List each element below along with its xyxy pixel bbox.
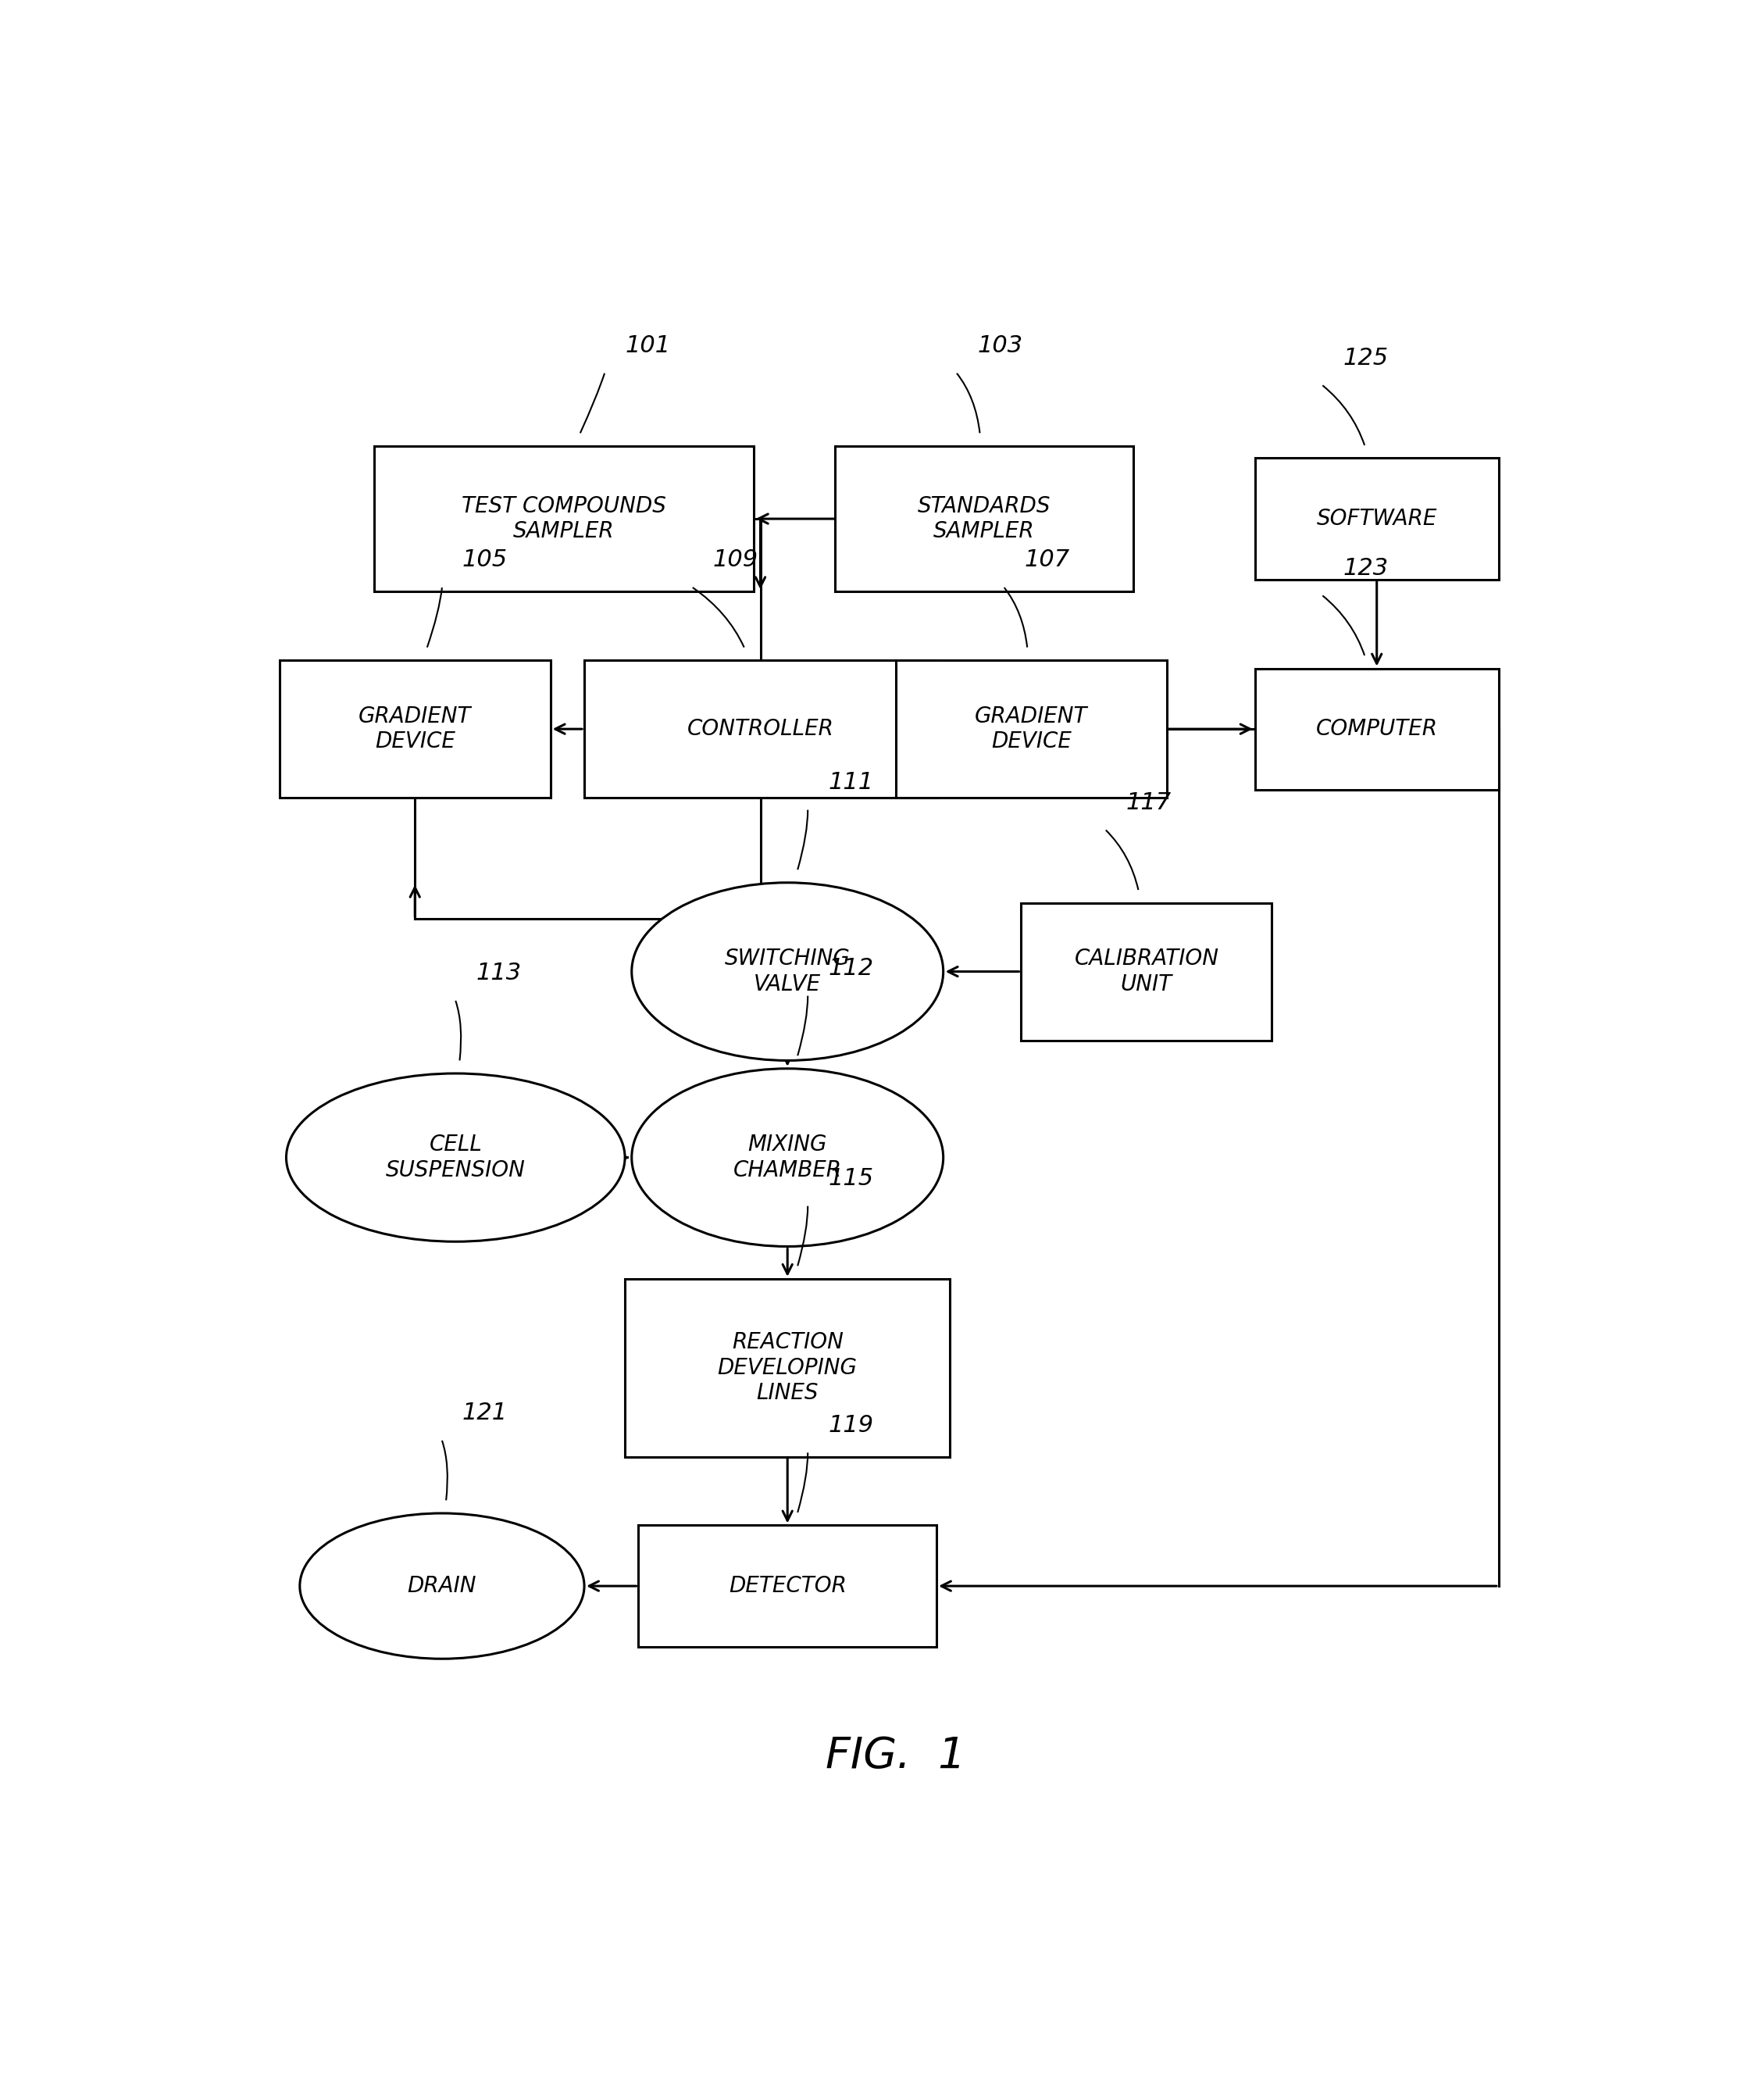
Text: 119: 119 bbox=[829, 1413, 874, 1436]
FancyBboxPatch shape bbox=[584, 659, 937, 798]
Text: 109: 109 bbox=[713, 548, 759, 571]
Text: 111: 111 bbox=[829, 771, 874, 794]
Text: DETECTOR: DETECTOR bbox=[729, 1575, 846, 1596]
Text: 123: 123 bbox=[1342, 556, 1388, 580]
FancyBboxPatch shape bbox=[638, 1525, 937, 1646]
Text: 107: 107 bbox=[1024, 548, 1070, 571]
Ellipse shape bbox=[287, 1073, 626, 1241]
Text: CELL
SUSPENSION: CELL SUSPENSION bbox=[386, 1134, 526, 1180]
FancyBboxPatch shape bbox=[1021, 903, 1273, 1040]
Text: 112: 112 bbox=[829, 958, 874, 979]
Text: CALIBRATION
UNIT: CALIBRATION UNIT bbox=[1075, 947, 1218, 995]
Text: CONTROLLER: CONTROLLER bbox=[687, 718, 834, 739]
Text: 125: 125 bbox=[1342, 347, 1388, 370]
Text: GRADIENT
DEVICE: GRADIENT DEVICE bbox=[358, 706, 472, 752]
FancyBboxPatch shape bbox=[280, 659, 551, 798]
FancyBboxPatch shape bbox=[1255, 458, 1498, 580]
Text: MIXING
CHAMBER: MIXING CHAMBER bbox=[732, 1134, 843, 1180]
FancyBboxPatch shape bbox=[836, 445, 1133, 592]
Text: 105: 105 bbox=[461, 548, 507, 571]
Ellipse shape bbox=[631, 882, 944, 1060]
Text: SOFTWARE: SOFTWARE bbox=[1316, 508, 1437, 529]
Ellipse shape bbox=[301, 1514, 584, 1659]
Text: DRAIN: DRAIN bbox=[407, 1575, 477, 1596]
Text: SWITCHING
VALVE: SWITCHING VALVE bbox=[725, 947, 850, 995]
Text: 101: 101 bbox=[626, 334, 669, 357]
FancyBboxPatch shape bbox=[626, 1279, 951, 1457]
Text: 103: 103 bbox=[977, 334, 1023, 357]
Text: REACTION
DEVELOPING
LINES: REACTION DEVELOPING LINES bbox=[718, 1331, 857, 1405]
FancyBboxPatch shape bbox=[374, 445, 753, 592]
Text: 113: 113 bbox=[475, 962, 521, 985]
Ellipse shape bbox=[631, 1069, 944, 1247]
Text: 121: 121 bbox=[461, 1401, 507, 1424]
Text: 115: 115 bbox=[829, 1168, 874, 1191]
FancyBboxPatch shape bbox=[1255, 668, 1498, 790]
Text: GRADIENT
DEVICE: GRADIENT DEVICE bbox=[975, 706, 1087, 752]
Text: STANDARDS
SAMPLER: STANDARDS SAMPLER bbox=[918, 496, 1051, 542]
Text: TEST COMPOUNDS
SAMPLER: TEST COMPOUNDS SAMPLER bbox=[461, 496, 666, 542]
FancyBboxPatch shape bbox=[895, 659, 1168, 798]
Text: COMPUTER: COMPUTER bbox=[1316, 718, 1437, 739]
Text: 117: 117 bbox=[1126, 792, 1171, 815]
Text: FIG.  1: FIG. 1 bbox=[825, 1735, 967, 1777]
